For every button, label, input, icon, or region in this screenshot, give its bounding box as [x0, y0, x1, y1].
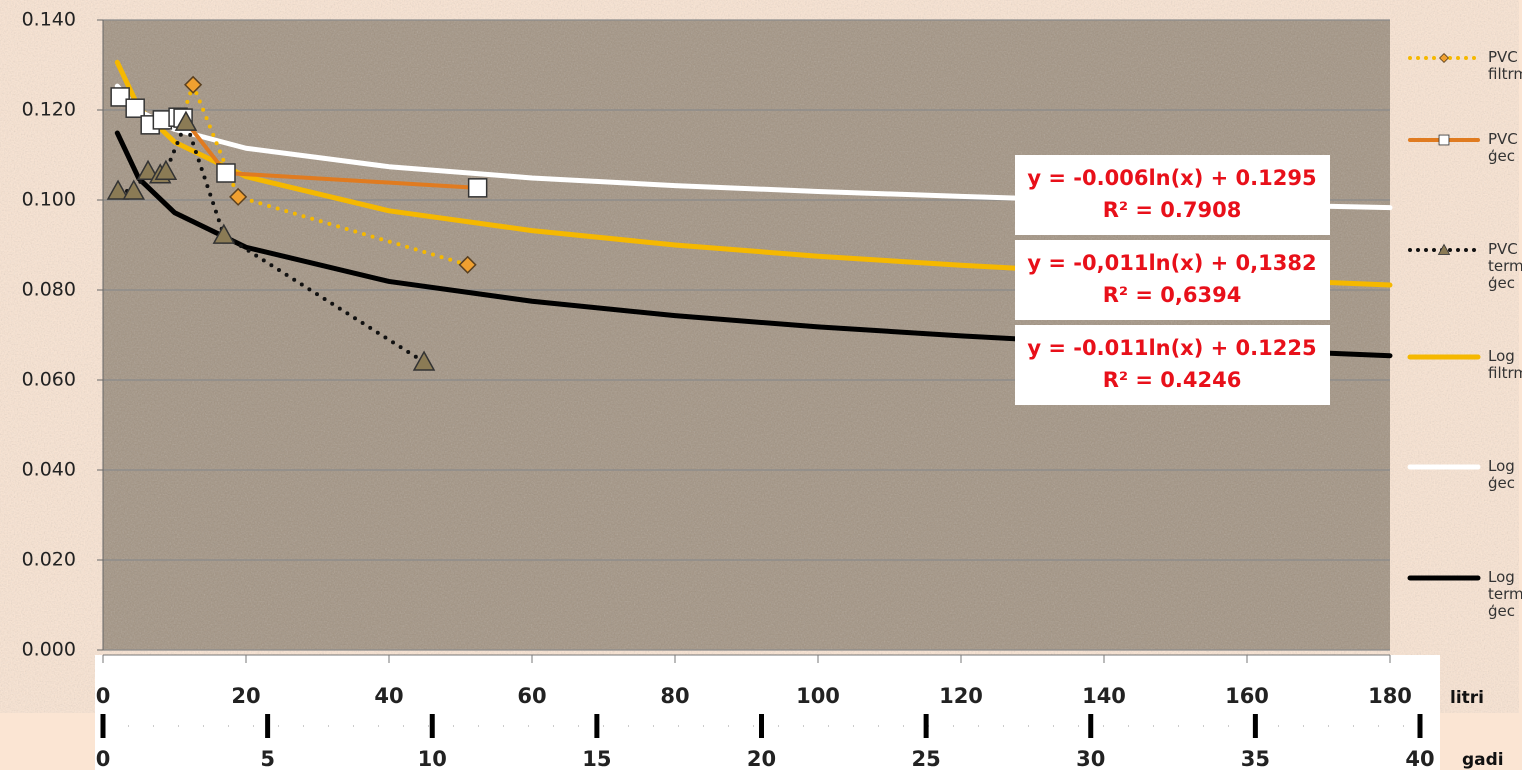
- y-tick-label: 0.000: [22, 639, 76, 661]
- x-tick-label: 140: [1082, 684, 1126, 708]
- chart: 0.000 0.020 0.040 0.060 0.080 0.100 0.120 0.140…: [0, 0, 1522, 770]
- x2-axis-label: gadi: [1462, 750, 1504, 770]
- x-tick-label: 120: [939, 684, 983, 708]
- x2-tick-label: 35: [1241, 747, 1270, 770]
- y-tick-label: 0.020: [22, 549, 76, 571]
- legend-label: Log filtrm: [1488, 348, 1522, 382]
- legend-label: PVC filtrm: [1488, 49, 1522, 83]
- x-tick-label: 0: [96, 684, 111, 708]
- x-tick-label: 160: [1225, 684, 1269, 708]
- legend-label: Log ģec: [1488, 458, 1522, 492]
- square-marker: [217, 164, 235, 182]
- r-squared: R² = 0.7908: [1103, 198, 1242, 222]
- square-marker: [1439, 135, 1449, 145]
- y-tick-label: 0.080: [22, 279, 76, 301]
- legend-label: PVC term ģec: [1488, 241, 1522, 292]
- x2-tick-label: 20: [747, 747, 776, 770]
- x-tick-label: 20: [231, 684, 260, 708]
- r-squared: R² = 0,6394: [1103, 283, 1242, 307]
- x2-tick-label: 10: [418, 747, 447, 770]
- y-tick-label: 0.060: [22, 369, 76, 391]
- y-tick-label: 0.140: [22, 9, 76, 31]
- r-squared: R² = 0.4246: [1103, 368, 1242, 392]
- square-marker: [126, 99, 144, 117]
- x-tick-label: 60: [517, 684, 546, 708]
- legend-label: PVC ģec: [1488, 131, 1522, 165]
- x2-tick-label: 0: [96, 747, 111, 770]
- x-tick-label: 180: [1368, 684, 1412, 708]
- diamond-marker: [1440, 54, 1449, 63]
- equation: y = -0.006ln(x) + 0.1295: [1027, 166, 1316, 190]
- equation: y = -0,011ln(x) + 0,1382: [1027, 251, 1316, 275]
- x2-tick-label: 25: [912, 747, 941, 770]
- legend-label: Log term ģec: [1488, 569, 1522, 620]
- x2-tick-label: 15: [582, 747, 611, 770]
- y-tick-label: 0.100: [22, 189, 76, 211]
- page: 0.000 0.020 0.040 0.060 0.080 0.100 0.120 0.140…: [0, 0, 1522, 770]
- y-tick-label: 0.120: [22, 99, 76, 121]
- square-marker: [469, 179, 487, 197]
- x2-tick-label: 5: [260, 747, 275, 770]
- x-axis-label: litri: [1450, 688, 1484, 708]
- x-tick-label: 40: [374, 684, 403, 708]
- x2-tick-label: 40: [1405, 747, 1434, 770]
- equation: y = -0.011ln(x) + 0.1225: [1027, 336, 1316, 360]
- y-tick-label: 0.040: [22, 459, 76, 481]
- x-tick-label: 100: [796, 684, 840, 708]
- x2-tick-label: 30: [1076, 747, 1105, 770]
- x-tick-label: 80: [660, 684, 689, 708]
